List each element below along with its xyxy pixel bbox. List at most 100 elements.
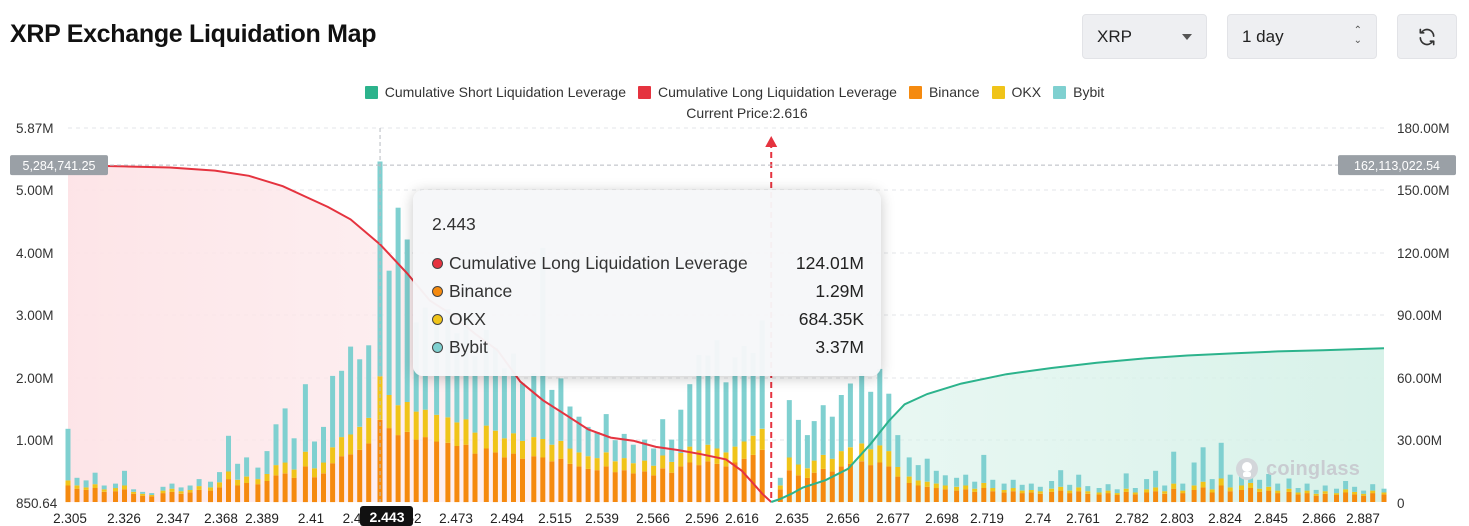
tooltip-row-label: Bybit bbox=[449, 337, 488, 357]
okx-bar bbox=[895, 467, 901, 477]
legend-item[interactable]: Cumulative Long Liquidation Leverage bbox=[638, 84, 897, 100]
bybit-bar bbox=[187, 485, 193, 490]
bybit-bar bbox=[1343, 481, 1349, 490]
bybit-bar bbox=[696, 354, 702, 451]
bybit-bar bbox=[1144, 479, 1150, 490]
okx-bar bbox=[886, 451, 892, 467]
binance-bar bbox=[1295, 494, 1301, 502]
binance-bar bbox=[1123, 491, 1129, 503]
bybit-bar bbox=[981, 454, 987, 483]
bybit-bar bbox=[786, 400, 792, 458]
bybit-bar bbox=[357, 359, 363, 427]
bybit-bar bbox=[1049, 481, 1055, 489]
okx-bar bbox=[178, 491, 184, 494]
bybit-bar bbox=[208, 481, 213, 488]
y-right-tick-label: 30.00M bbox=[1397, 433, 1442, 448]
bybit-bar bbox=[1313, 489, 1319, 494]
binance-bar bbox=[92, 488, 98, 502]
legend-label: Bybit bbox=[1073, 84, 1105, 100]
okx-bar bbox=[445, 417, 451, 443]
bybit-bar bbox=[339, 370, 345, 438]
binance-bar bbox=[1381, 494, 1387, 502]
binance-bar bbox=[483, 448, 489, 502]
binance-bar bbox=[113, 491, 118, 502]
legend-item[interactable]: Binance bbox=[908, 84, 980, 100]
okx-bar bbox=[1248, 482, 1254, 488]
binance-bar bbox=[101, 491, 107, 503]
okx-bar bbox=[366, 417, 372, 444]
binance-bar bbox=[291, 477, 297, 502]
binance-bar bbox=[1076, 491, 1082, 502]
bybit-bar bbox=[1132, 488, 1138, 493]
okx-bar bbox=[1352, 491, 1358, 495]
timeframe-select[interactable]: 1 day ⌃ ⌄ bbox=[1227, 14, 1377, 59]
binance-bar bbox=[187, 492, 193, 503]
tooltip-dot bbox=[432, 286, 443, 297]
x-tick-label: 2.866 bbox=[1302, 511, 1336, 526]
legend-item[interactable]: Bybit bbox=[1053, 84, 1104, 100]
binance-bar bbox=[642, 471, 648, 503]
x-tick-label: 2.761 bbox=[1066, 511, 1100, 526]
binance-bar bbox=[924, 486, 930, 503]
hover-tooltip: 2.443 Cumulative Long Liquidation Levera… bbox=[413, 190, 881, 376]
okx-bar bbox=[434, 414, 440, 442]
legend-item[interactable]: OKX bbox=[991, 84, 1042, 100]
binance-bar bbox=[160, 493, 166, 502]
binance-bar bbox=[804, 477, 810, 502]
okx-bar bbox=[483, 425, 489, 449]
bybit-bar bbox=[963, 474, 969, 486]
okx-bar bbox=[1019, 490, 1025, 494]
binance-bar bbox=[434, 441, 440, 502]
x-tick-label: 2.539 bbox=[585, 511, 619, 526]
bybit-bar bbox=[924, 458, 930, 482]
tooltip-row-label: OKX bbox=[449, 309, 486, 329]
bybit-bar bbox=[531, 373, 537, 437]
bybit-bar bbox=[395, 207, 401, 406]
bybit-bar bbox=[990, 479, 996, 489]
y-left-tick-label: 2.00M bbox=[16, 371, 54, 386]
binance-bar bbox=[558, 458, 564, 502]
bybit-bar bbox=[603, 414, 609, 453]
legend-item[interactable]: Cumulative Short Liquidation Leverage bbox=[364, 84, 626, 100]
bybit-bar bbox=[1304, 483, 1310, 491]
okx-bar bbox=[1096, 492, 1102, 495]
binance-bar bbox=[1162, 493, 1168, 503]
okx-bar bbox=[669, 461, 675, 473]
page-title: XRP Exchange Liquidation Map bbox=[10, 20, 377, 48]
binance-bar bbox=[795, 475, 801, 503]
bybit-bar bbox=[820, 405, 826, 455]
okx-bar bbox=[687, 446, 693, 463]
x-tick-label: 2.4 bbox=[343, 511, 362, 526]
y-right-tick-label: 150.00M bbox=[1397, 183, 1450, 198]
x-tick-label: 2.515 bbox=[538, 511, 572, 526]
legend-swatch bbox=[908, 85, 922, 99]
binance-bar bbox=[741, 458, 747, 502]
x-tick-label: 2.803 bbox=[1160, 511, 1194, 526]
legend-label: OKX bbox=[1011, 84, 1042, 100]
binance-bar bbox=[169, 491, 175, 503]
binance-bar bbox=[594, 470, 600, 503]
current-price-arrow-icon bbox=[765, 136, 778, 147]
okx-bar bbox=[1105, 490, 1111, 494]
symbol-select[interactable]: XRP bbox=[1082, 14, 1207, 59]
binance-bar bbox=[942, 489, 948, 502]
x-tick-label: 2.677 bbox=[876, 511, 910, 526]
x-tick-label: 2.616 bbox=[725, 511, 759, 526]
binance-bar bbox=[669, 472, 675, 502]
refresh-button[interactable] bbox=[1397, 14, 1457, 59]
okx-bar bbox=[540, 439, 546, 458]
x-tick-label: 2.347 bbox=[156, 511, 190, 526]
bybit-bar bbox=[1286, 478, 1292, 489]
y-left-tick-label: 4.00M bbox=[16, 246, 54, 261]
binance-bar bbox=[244, 482, 250, 502]
binance-bar bbox=[847, 463, 853, 502]
bybit-bar bbox=[291, 438, 297, 470]
binance-bar bbox=[777, 489, 783, 502]
okx-bar bbox=[217, 482, 222, 488]
bybit-bar bbox=[954, 477, 960, 487]
bybit-bar bbox=[906, 457, 912, 477]
binance-bar bbox=[1257, 491, 1263, 503]
binance-bar bbox=[612, 472, 618, 502]
binance-bar bbox=[1010, 491, 1016, 502]
binance-bar bbox=[217, 487, 222, 503]
